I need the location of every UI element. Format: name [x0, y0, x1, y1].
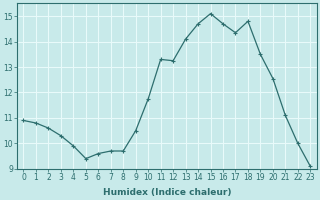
X-axis label: Humidex (Indice chaleur): Humidex (Indice chaleur) [103, 188, 231, 197]
